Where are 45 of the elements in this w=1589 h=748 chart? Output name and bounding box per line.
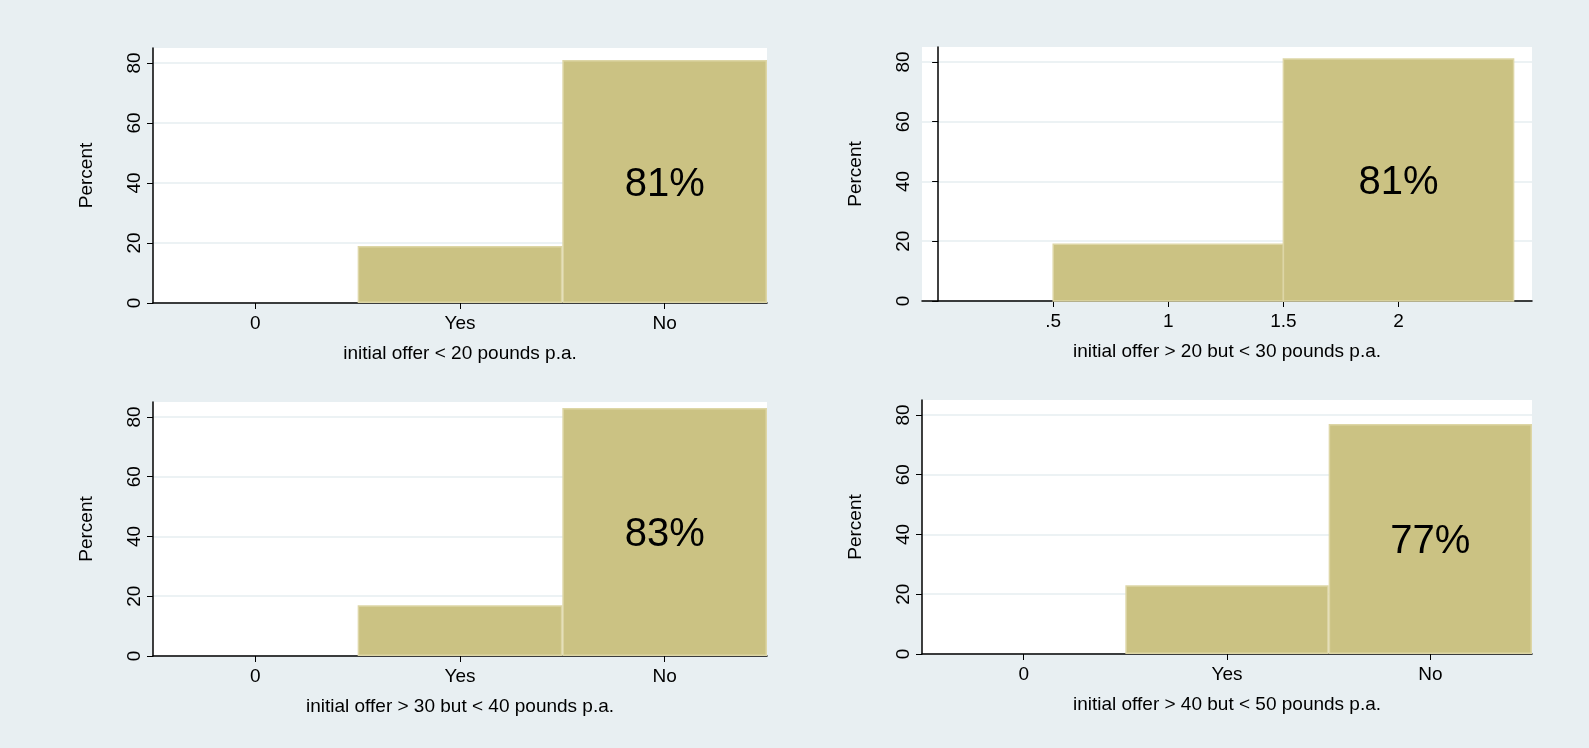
x-axis-title: initial offer > 30 but < 40 pounds p.a. [305,695,615,716]
y-axis-title: Percent [844,493,865,560]
y-tick-label: 40 [123,525,144,548]
x-axis-title: initial offer < 20 pounds p.a. [343,342,577,363]
x-axis-title: initial offer > 40 but < 50 pounds p.a. [1072,693,1382,714]
data-label: 81% [1358,157,1439,202]
y-tick-label: 60 [892,464,913,486]
y-tick-label: 80 [892,404,913,426]
y-tick-label: 0 [892,648,913,660]
y-tick-label: 0 [123,297,144,309]
x-tick-label: Yes [1211,663,1243,684]
x-tick-label: 0 [250,312,261,333]
x-tick-label: Yes [444,665,476,686]
x-tick-label: 0 [1018,663,1029,684]
x-tick-label: 0 [250,665,261,686]
y-axis-title: Percent [844,140,865,207]
x-axis-title: initial offer > 20 but < 30 pounds p.a. [1072,340,1382,361]
data-label: 83% [624,509,705,554]
x-tick-label: Yes [444,312,476,333]
x-tick-label: No [1418,663,1443,684]
y-axis-title: Percent [75,495,96,562]
x-tick-label: 1.5 [1270,310,1297,331]
y-tick-label: 80 [892,51,913,73]
data-label: 77% [1390,516,1471,561]
y-tick-label: 40 [892,523,913,546]
x-tick-label: .5 [1045,310,1062,331]
y-tick-label: 60 [892,111,913,133]
x-tick-label: 2 [1393,310,1404,331]
y-tick-label: 40 [892,170,913,193]
y-tick-label: 60 [123,466,144,488]
y-tick-label: 0 [123,650,144,662]
y-tick-label: 80 [123,52,144,74]
y-tick-label: 40 [123,172,144,194]
y-axis-title: Percent [75,142,96,209]
y-tick-label: 0 [892,295,913,307]
y-tick-label: 20 [892,583,913,605]
x-tick-label: No [652,312,677,333]
y-tick-label: 20 [123,585,144,607]
y-tick-label: 20 [123,232,144,254]
y-tick-label: 60 [123,112,144,134]
x-tick-label: No [652,665,677,686]
data-label: 81% [624,159,705,204]
y-tick-label: 80 [123,406,144,428]
x-tick-label: 1 [1163,310,1174,331]
y-tick-label: 20 [892,230,913,252]
